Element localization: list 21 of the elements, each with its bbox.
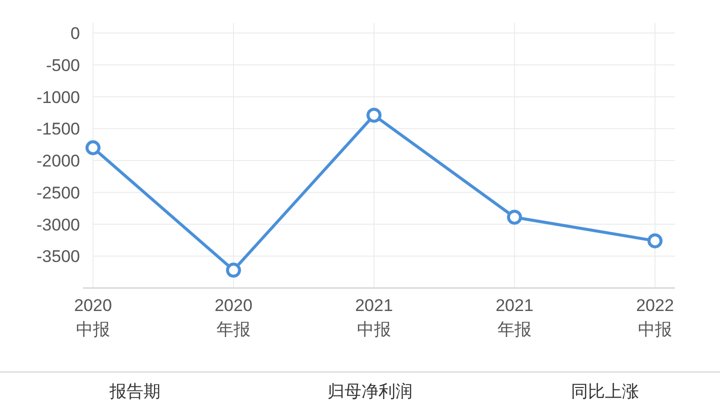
y-tick-label: -1000	[36, 88, 80, 107]
text: 归母净利润	[328, 382, 412, 401]
text: 报告期	[108, 382, 160, 401]
text: 同比上涨	[571, 382, 639, 401]
point	[86, 140, 100, 156]
x-tick-label: 2021 年报	[496, 296, 534, 339]
y-tick-label: 0	[70, 24, 80, 43]
y-tick-label: -2000	[36, 152, 80, 170]
point	[366, 108, 382, 123]
point	[226, 262, 241, 278]
y-tick-label: -1500	[36, 120, 80, 139]
x-tick-label: 2022 中报	[636, 296, 674, 339]
y-tick-label: -2500	[36, 183, 80, 202]
x-tick-label: 2020 年报	[214, 296, 252, 339]
x-tick-label: 2021 中报	[355, 296, 393, 339]
y-tick-label: -3000	[36, 215, 80, 234]
y-tick-label: -500	[46, 56, 80, 75]
point	[507, 210, 522, 225]
y-tick-label: -3500	[36, 247, 80, 266]
point	[648, 233, 662, 248]
x-tick-label: 2020 中报	[74, 296, 112, 339]
